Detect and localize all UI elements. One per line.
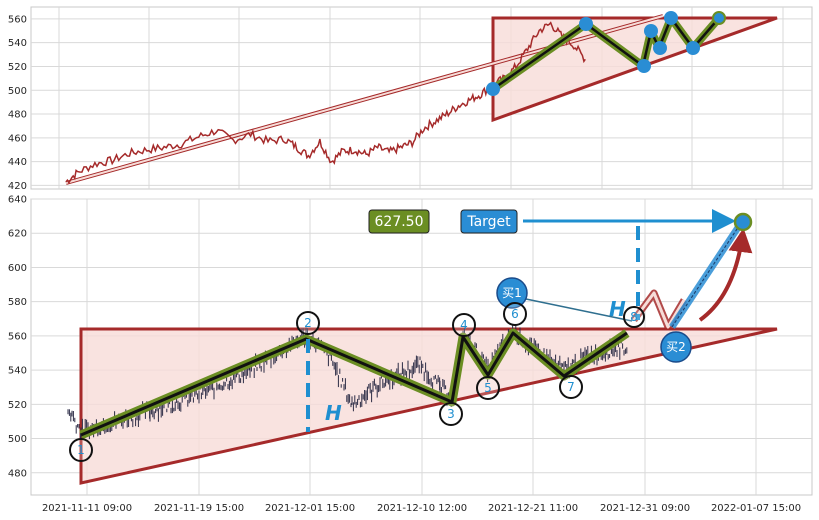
- pattern-point-circle: [439, 402, 463, 426]
- detail-x-tick-label: 2021-12-10 12:00: [377, 503, 467, 514]
- detail-y-tick-label: 620: [8, 229, 27, 240]
- overview-pattern-points: [486, 11, 726, 96]
- target-point: [733, 212, 753, 232]
- projection-curve: [698, 228, 753, 322]
- detail-x-tick-label: 2021-12-01 15:00: [265, 503, 355, 514]
- pattern-point-4: 4: [452, 313, 476, 337]
- height-label-left: H: [325, 401, 342, 425]
- overview-y-tick-label: 540: [8, 38, 27, 49]
- pattern-point-1: 1: [69, 438, 93, 462]
- overview-pattern-point: [712, 11, 726, 25]
- overview-y-tick-label: 500: [8, 86, 27, 97]
- target-label: Target: [466, 214, 511, 230]
- pattern-point-label: 8: [630, 310, 638, 324]
- projection-line: [632, 291, 686, 329]
- pattern-point-label: 2: [304, 316, 312, 330]
- pattern-point-3: 3: [439, 402, 463, 426]
- detail-y-tick-label: 480: [8, 468, 27, 479]
- detail-y-tick-label: 560: [8, 331, 27, 342]
- overview-y-tick-label: 560: [8, 14, 27, 25]
- overview-pattern-point: [653, 41, 667, 55]
- overview-pattern-point: [579, 17, 593, 31]
- detail-y-axis: 480 500 520 540 560 580 600 620 640: [8, 195, 27, 480]
- pattern-point-label: 6: [511, 307, 519, 321]
- pattern-point-circle: [503, 302, 527, 326]
- buy1-marker: [496, 277, 528, 309]
- pattern-point-label: 3: [447, 407, 455, 421]
- detail-x-tick-label: 2022-01-07 15:00: [711, 503, 801, 514]
- overview-pattern-point: [686, 41, 700, 55]
- detail-y-tick-label: 520: [8, 400, 27, 411]
- pattern-point-label: 5: [484, 381, 492, 395]
- detail-triangle-fill: [79, 327, 778, 485]
- buy1-pointer: [525, 298, 633, 322]
- buy1-label: 买1: [502, 286, 522, 300]
- target-value-box: [368, 209, 430, 234]
- overview-y-tick-label: 440: [8, 157, 27, 168]
- buy2-label: 买2: [666, 340, 686, 354]
- detail-x-axis: 2021-11-11 09:00 2021-11-19 15:00 2021-12-…: [42, 503, 801, 514]
- detail-y-tick-label: 580: [8, 297, 27, 308]
- detail-x-tick-label: 2021-12-31 09:00: [600, 503, 690, 514]
- overview-y-axis: 420 440 460 480 500 520 540 560: [8, 14, 27, 192]
- overview-pattern-point: [664, 11, 678, 25]
- pattern-point-label: 1: [77, 443, 85, 457]
- detail-x-tick-label: 2021-11-11 09:00: [42, 503, 132, 514]
- overview-y-tick-label: 480: [8, 110, 27, 121]
- pattern-point-5: 5: [476, 376, 500, 400]
- pattern-point-7: 7: [559, 375, 583, 399]
- target-label-box: [460, 209, 518, 234]
- pattern-point-label: 4: [460, 318, 468, 332]
- detail-y-tick-label: 540: [8, 366, 27, 377]
- pattern-point-circle: [452, 313, 476, 337]
- detail-x-tick-label: 2021-11-19 15:00: [154, 503, 244, 514]
- buy2-marker: [660, 331, 692, 363]
- pattern-point-circle: [69, 438, 93, 462]
- detail-y-tick-label: 640: [8, 195, 27, 206]
- overview-y-tick-label: 460: [8, 133, 27, 144]
- overview-y-tick-label: 420: [8, 181, 27, 192]
- pattern-point-circle: [296, 311, 320, 335]
- target-value-label: 627.50: [375, 214, 424, 230]
- pattern-point-2: 2: [296, 311, 320, 335]
- detail-x-tick-label: 2021-12-21 11:00: [488, 503, 578, 514]
- pattern-point-6: 6: [503, 302, 527, 326]
- pattern-point-circle: [559, 375, 583, 399]
- pattern-point-circle: [476, 376, 500, 400]
- detail-y-tick-label: 500: [8, 434, 27, 445]
- overview-pattern-point: [644, 24, 658, 38]
- overview-pattern-point: [486, 82, 500, 96]
- pattern-point-circle: [623, 306, 645, 328]
- detail-pattern-line: [80, 331, 628, 437]
- pattern-point-8: 8: [623, 306, 645, 328]
- pattern-point-label: 7: [567, 380, 575, 394]
- detail-y-tick-label: 600: [8, 263, 27, 274]
- overview-pattern-point: [637, 59, 651, 73]
- height-label-right: H: [609, 297, 626, 321]
- target-shaft-dash: [671, 225, 740, 328]
- overview-y-tick-label: 520: [8, 62, 27, 73]
